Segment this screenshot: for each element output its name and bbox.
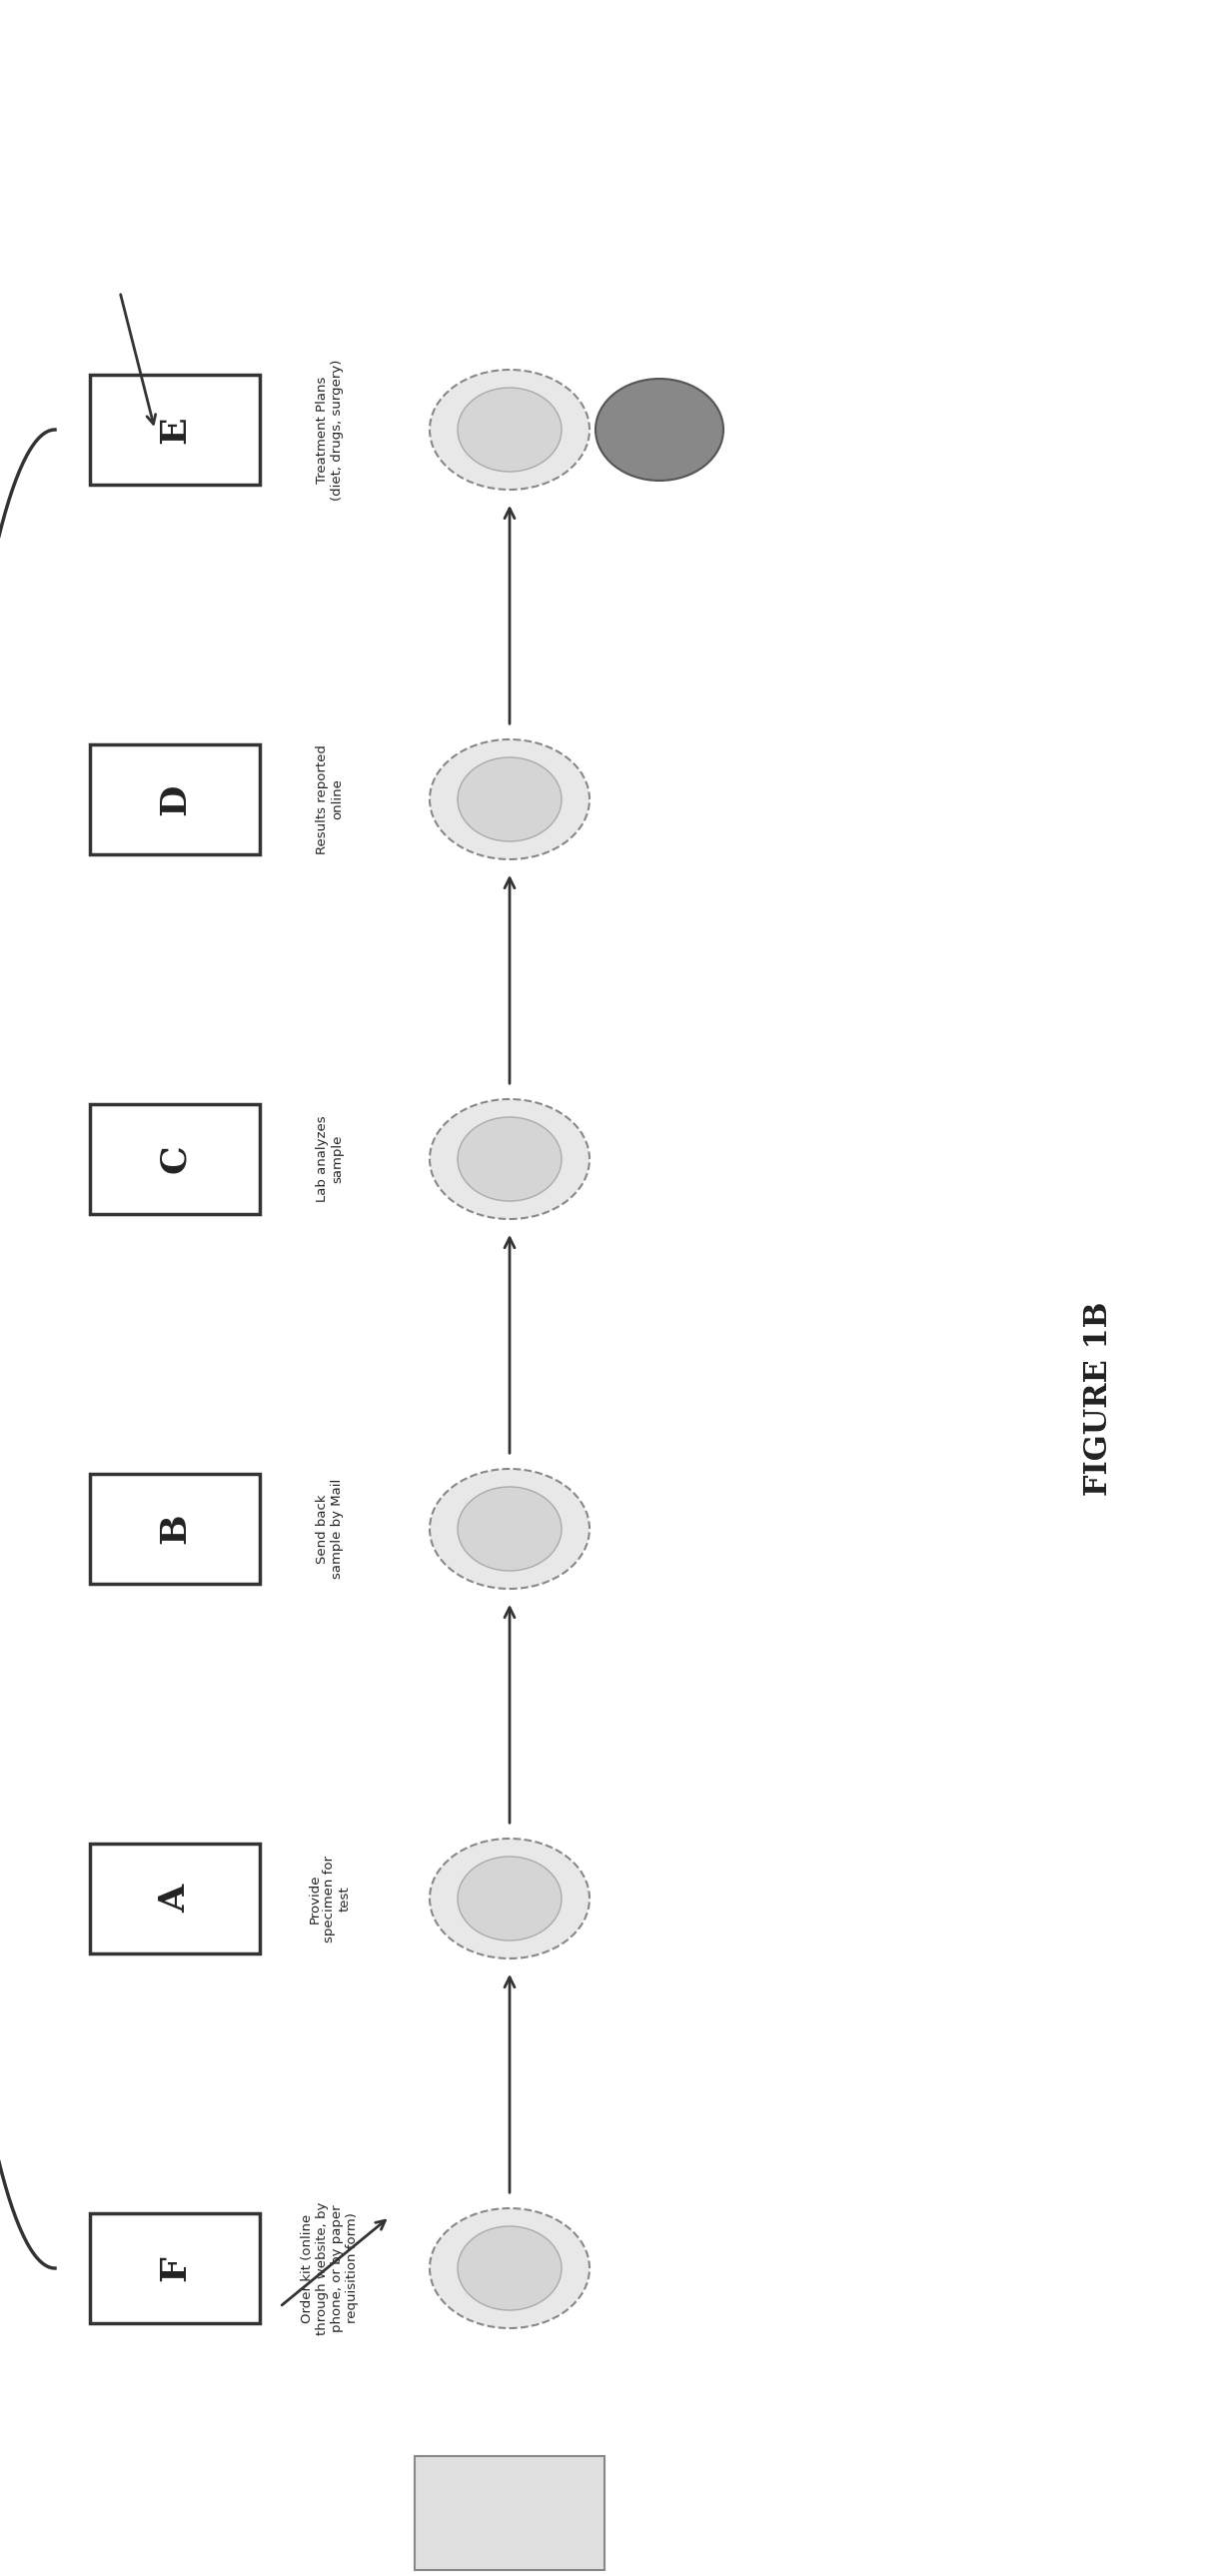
Ellipse shape	[429, 2208, 590, 2329]
Text: B: B	[158, 1515, 192, 1543]
Ellipse shape	[429, 739, 590, 860]
FancyBboxPatch shape	[90, 374, 260, 484]
FancyBboxPatch shape	[90, 1473, 260, 1584]
Text: D: D	[158, 783, 192, 814]
FancyBboxPatch shape	[90, 1105, 260, 1213]
FancyBboxPatch shape	[90, 2213, 260, 2324]
Text: FIGURE 1B: FIGURE 1B	[1083, 1301, 1115, 1497]
Ellipse shape	[429, 1100, 590, 1218]
Ellipse shape	[457, 1118, 562, 1200]
Ellipse shape	[457, 1857, 562, 1940]
FancyBboxPatch shape	[415, 2458, 604, 2571]
FancyBboxPatch shape	[90, 1844, 260, 1953]
Text: Treatment Plans
(diet, drugs, surgery): Treatment Plans (diet, drugs, surgery)	[316, 358, 344, 500]
Text: Lab analyzes
sample: Lab analyzes sample	[316, 1115, 344, 1203]
Ellipse shape	[429, 371, 590, 489]
Text: Order kit (online
through website, by
phone, or by paper
requisition form): Order kit (online through website, by ph…	[300, 2202, 359, 2334]
Ellipse shape	[429, 1839, 590, 1958]
Ellipse shape	[457, 757, 562, 842]
Text: Send back
sample by Mail: Send back sample by Mail	[316, 1479, 344, 1579]
Text: Results reported
online: Results reported online	[316, 744, 344, 855]
Ellipse shape	[457, 389, 562, 471]
Ellipse shape	[596, 379, 724, 482]
Text: Provide
specimen for
test: Provide specimen for test	[308, 1855, 351, 1942]
FancyBboxPatch shape	[90, 744, 260, 855]
Ellipse shape	[457, 2226, 562, 2311]
Text: F: F	[158, 2257, 192, 2282]
Ellipse shape	[429, 1468, 590, 1589]
Text: E: E	[158, 415, 192, 443]
Ellipse shape	[457, 1486, 562, 1571]
Text: A: A	[158, 1886, 192, 1911]
Text: C: C	[158, 1144, 192, 1175]
